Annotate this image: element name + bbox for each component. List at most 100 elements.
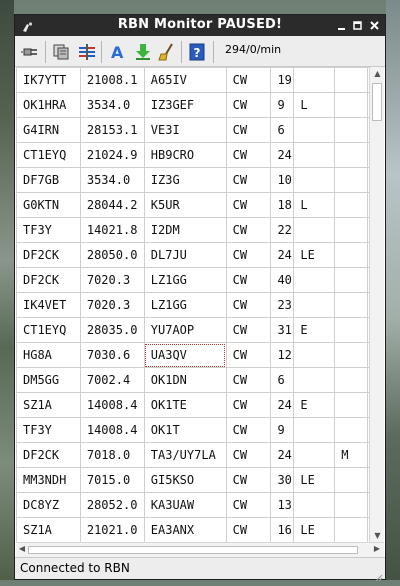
flags-cell[interactable] — [293, 342, 336, 368]
dx-call-cell[interactable]: IZ3GEF — [143, 92, 227, 118]
table-row[interactable]: HG8A 7030.6 UA3QV CW 12 — [16, 342, 384, 368]
snr-cell[interactable]: 6 — [270, 367, 295, 393]
extra-cell[interactable] — [334, 392, 369, 418]
extra-cell[interactable]: M — [334, 442, 369, 468]
dx-call-cell[interactable]: LZ1GG — [143, 292, 227, 318]
mode-cell[interactable]: CW — [225, 517, 272, 542]
table-row[interactable]: DF2CK 7018.0 TA3/UY7LA CW 24 M — [16, 442, 384, 468]
extra-cell[interactable] — [334, 67, 369, 93]
help-icon[interactable]: ? — [187, 42, 207, 62]
table-row[interactable]: CT1EYQ 21024.9 HB9CRO CW 24 — [16, 142, 384, 168]
extra-cell[interactable] — [334, 217, 369, 243]
mode-cell[interactable]: CW — [225, 167, 272, 193]
mode-cell[interactable]: CW — [225, 417, 272, 443]
table-row[interactable]: G0KTN 28044.2 K5UR CW 18 L — [16, 192, 384, 218]
mode-cell[interactable]: CW — [225, 142, 272, 168]
flags-cell[interactable] — [293, 292, 336, 318]
resize-grip-icon[interactable] — [373, 567, 383, 582]
spotter-cell[interactable]: OK1HRA — [16, 92, 81, 118]
table-row[interactable]: IK7YTT 21008.1 A65IV CW 19 — [16, 67, 384, 93]
flags-cell[interactable] — [293, 267, 336, 293]
snr-cell[interactable]: 24 — [270, 142, 295, 168]
disconnect-icon[interactable] — [21, 42, 41, 62]
scroll-up-arrow-icon[interactable]: ▲ — [374, 69, 381, 78]
mode-cell[interactable]: CW — [225, 442, 272, 468]
dx-call-cell[interactable]: HB9CRO — [143, 142, 227, 168]
flags-cell[interactable]: E — [293, 317, 336, 343]
spotter-cell[interactable]: IK4VET — [16, 292, 81, 318]
vertical-scroll-thumb[interactable] — [372, 83, 382, 121]
spots-table[interactable]: IK7YTT 21008.1 A65IV CW 19 OK1HRA 3534.0 IZ3GEF… — [16, 67, 384, 542]
frequency-cell[interactable]: 3534.0 — [79, 92, 145, 118]
table-row[interactable]: SZ1A 14008.4 OK1TE CW 24 E — [16, 392, 384, 418]
snr-cell[interactable]: 6 — [270, 117, 295, 143]
extra-cell[interactable] — [334, 492, 369, 518]
frequency-cell[interactable]: 28050.0 — [79, 242, 145, 268]
frequency-cell[interactable]: 21024.9 — [79, 142, 145, 168]
horizontal-scrollbar[interactable]: ◀ ▶ — [16, 542, 384, 557]
flags-cell[interactable]: E — [293, 392, 336, 418]
scroll-left-arrow-icon[interactable]: ◀ — [18, 544, 26, 553]
scroll-down-arrow-icon[interactable]: ▼ — [374, 531, 381, 540]
extra-cell[interactable] — [334, 417, 369, 443]
frequency-cell[interactable]: 7002.4 — [79, 367, 145, 393]
dx-call-cell[interactable]: TA3/UY7LA — [143, 442, 227, 468]
flags-cell[interactable]: LE — [293, 242, 336, 268]
spotter-cell[interactable]: TF3Y — [16, 417, 81, 443]
mode-cell[interactable]: CW — [225, 392, 272, 418]
table-row[interactable]: G4IRN 28153.1 VE3I CW 6 — [16, 117, 384, 143]
flags-cell[interactable] — [293, 367, 336, 393]
font-icon[interactable]: A — [107, 42, 127, 62]
flags-cell[interactable]: LE — [293, 467, 336, 493]
flags-cell[interactable] — [293, 67, 336, 93]
spotter-cell[interactable]: HG8A — [16, 342, 81, 368]
spotter-cell[interactable]: CT1EYQ — [16, 317, 81, 343]
mode-cell[interactable]: CW — [225, 367, 272, 393]
frequency-cell[interactable]: 28052.0 — [79, 492, 145, 518]
table-row[interactable]: DF7GB 3534.0 IZ3G CW 10 — [16, 167, 384, 193]
mode-cell[interactable]: CW — [225, 192, 272, 218]
snr-cell[interactable]: 24 — [270, 442, 295, 468]
snr-cell[interactable]: 16 — [270, 517, 295, 542]
snr-cell[interactable]: 24 — [270, 242, 295, 268]
mode-cell[interactable]: CW — [225, 242, 272, 268]
extra-cell[interactable] — [334, 342, 369, 368]
dx-call-cell[interactable]: UA3QV — [143, 342, 227, 368]
spotter-cell[interactable]: DF7GB — [16, 167, 81, 193]
mode-cell[interactable]: CW — [225, 467, 272, 493]
dx-call-cell[interactable]: IZ3G — [143, 167, 227, 193]
dx-call-cell[interactable]: I2DM — [143, 217, 227, 243]
frequency-cell[interactable]: 14008.4 — [79, 392, 145, 418]
dx-call-cell[interactable]: EA3ANX — [143, 517, 227, 542]
minimize-icon[interactable] — [334, 18, 349, 33]
frequency-cell[interactable]: 14008.4 — [79, 417, 145, 443]
frequency-cell[interactable]: 28035.0 — [79, 317, 145, 343]
mode-cell[interactable]: CW — [225, 492, 272, 518]
dx-call-cell[interactable]: OK1DN — [143, 367, 227, 393]
snr-cell[interactable]: 9 — [270, 92, 295, 118]
frequency-cell[interactable]: 21021.0 — [79, 517, 145, 542]
flags-cell[interactable] — [293, 417, 336, 443]
table-row[interactable]: DM5GG 7002.4 OK1DN CW 6 — [16, 367, 384, 393]
extra-cell[interactable] — [334, 142, 369, 168]
dx-call-cell[interactable]: GI5KSO — [143, 467, 227, 493]
table-row[interactable]: MM3NDH 7015.0 GI5KSO CW 30 LE — [16, 467, 384, 493]
extra-cell[interactable] — [334, 192, 369, 218]
frequency-cell[interactable]: 7030.6 — [79, 342, 145, 368]
frequency-cell[interactable]: 7015.0 — [79, 467, 145, 493]
spotter-cell[interactable]: TF3Y — [16, 217, 81, 243]
snr-cell[interactable]: 13 — [270, 492, 295, 518]
spotter-cell[interactable]: MM3NDH — [16, 467, 81, 493]
snr-cell[interactable]: 30 — [270, 467, 295, 493]
dx-call-cell[interactable]: YU7AOP — [143, 317, 227, 343]
frequency-cell[interactable]: 7020.3 — [79, 292, 145, 318]
extra-cell[interactable] — [334, 267, 369, 293]
spotter-cell[interactable]: SZ1A — [16, 517, 81, 542]
columns-icon[interactable] — [77, 42, 97, 62]
snr-cell[interactable]: 9 — [270, 417, 295, 443]
spotter-cell[interactable]: IK7YTT — [16, 67, 81, 93]
snr-cell[interactable]: 40 — [270, 267, 295, 293]
snr-cell[interactable]: 19 — [270, 67, 295, 93]
extra-cell[interactable] — [334, 242, 369, 268]
snr-cell[interactable]: 18 — [270, 192, 295, 218]
